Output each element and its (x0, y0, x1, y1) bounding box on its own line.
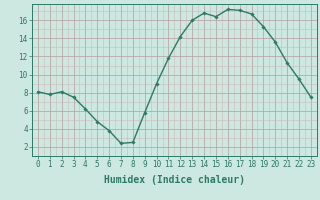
X-axis label: Humidex (Indice chaleur): Humidex (Indice chaleur) (104, 175, 245, 185)
